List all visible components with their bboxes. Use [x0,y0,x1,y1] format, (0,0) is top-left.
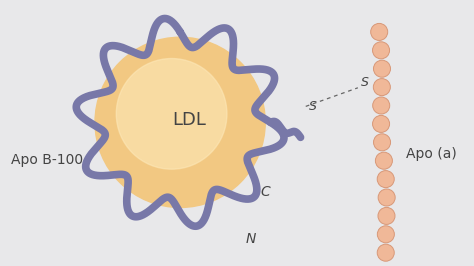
Circle shape [95,37,265,207]
Text: C: C [261,185,270,198]
Text: LDL: LDL [173,111,207,129]
Circle shape [374,79,391,96]
Text: S: S [309,100,317,113]
Circle shape [373,97,390,114]
Circle shape [377,171,394,188]
Circle shape [374,60,391,77]
Circle shape [374,134,391,151]
Circle shape [373,115,390,132]
Text: Apo B-100: Apo B-100 [11,153,83,167]
Circle shape [116,59,227,169]
Circle shape [378,189,395,206]
Circle shape [378,207,395,225]
Circle shape [375,152,392,169]
Text: S: S [361,76,369,89]
Circle shape [377,226,394,243]
Circle shape [371,23,388,40]
Circle shape [373,42,390,59]
Circle shape [377,244,394,261]
Text: Apo (a): Apo (a) [406,147,457,161]
Text: N: N [246,232,256,246]
